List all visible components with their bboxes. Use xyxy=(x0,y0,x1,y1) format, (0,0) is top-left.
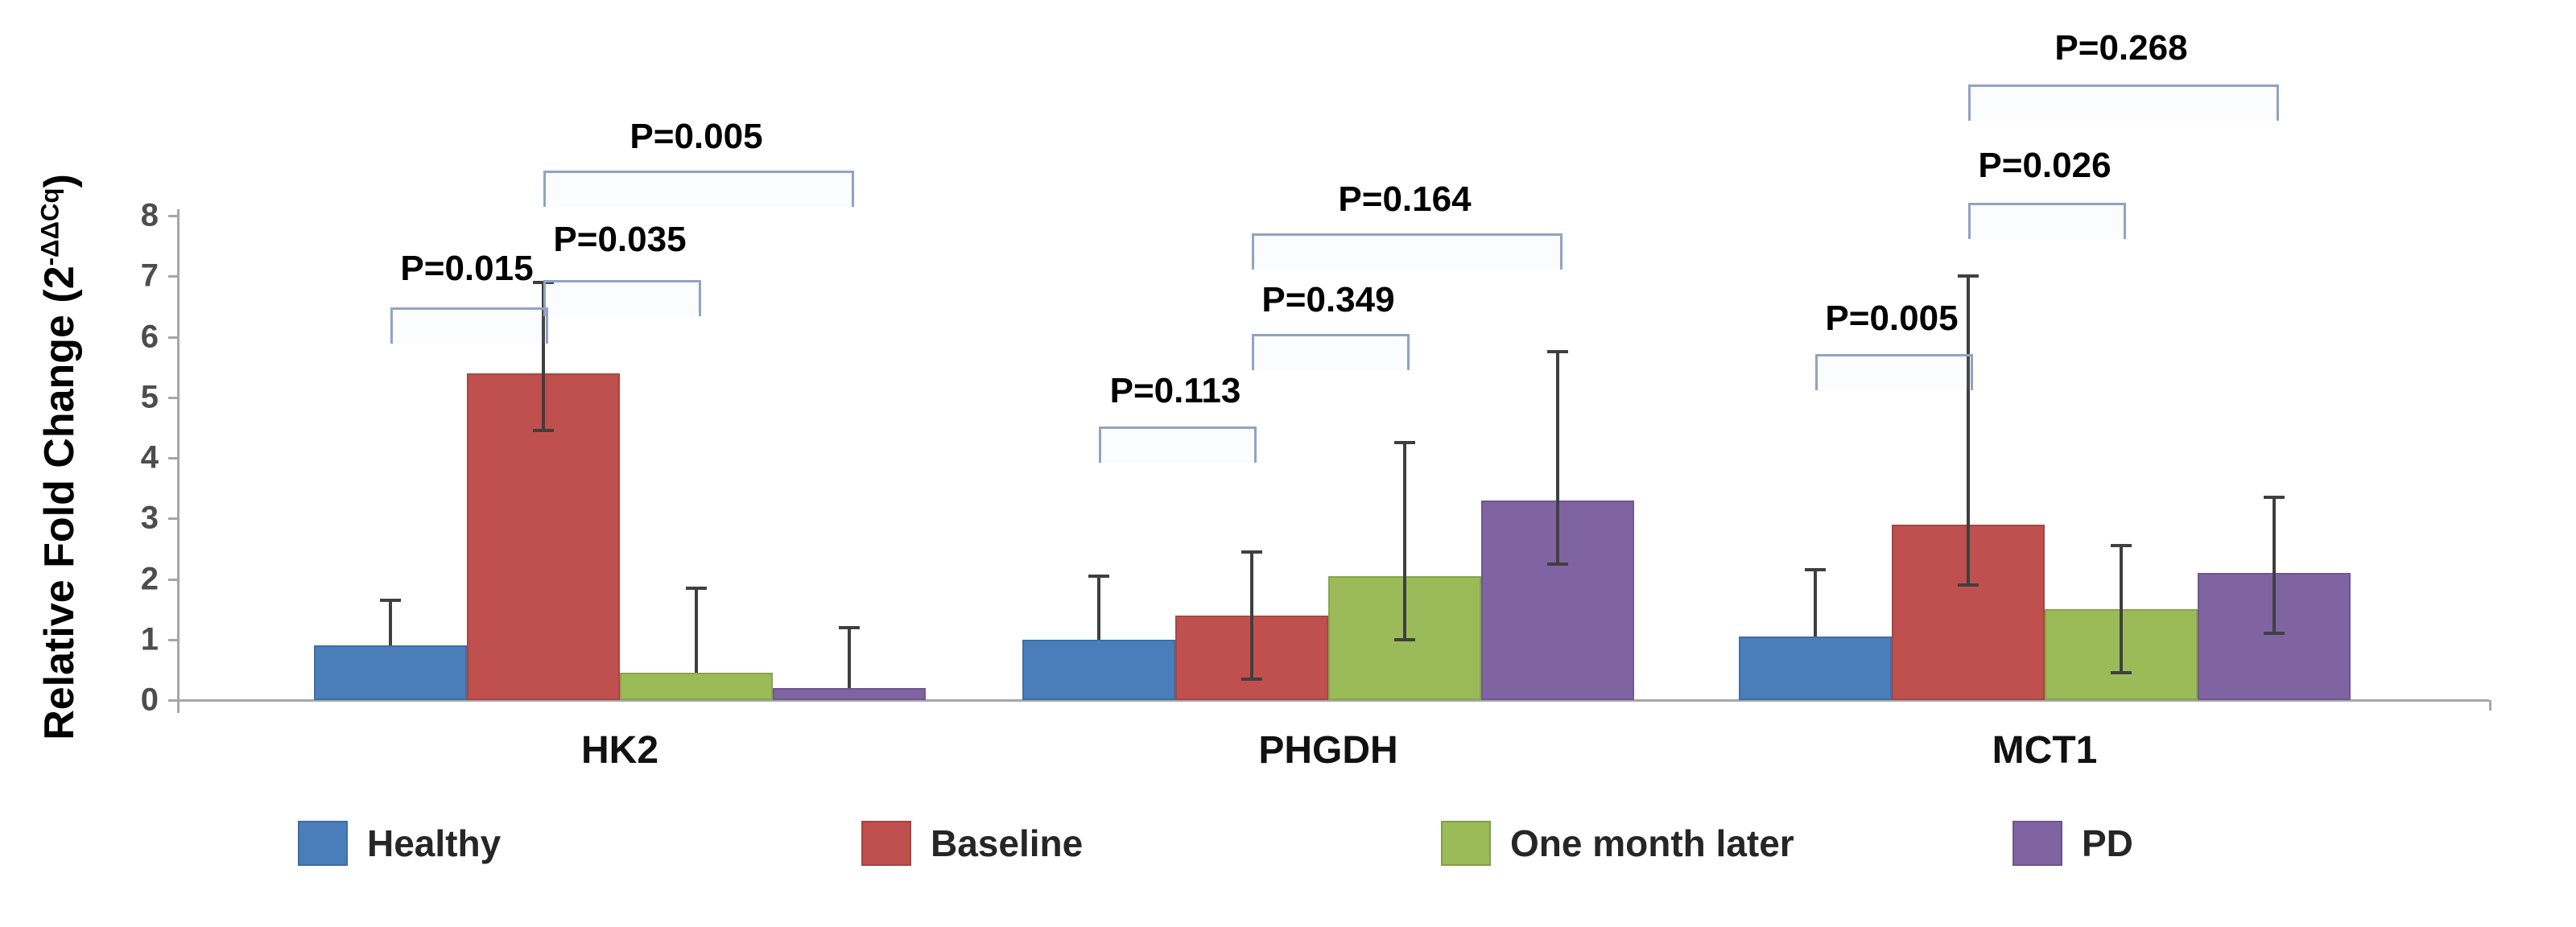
error-bar-mct1-healthy xyxy=(1814,570,1817,637)
significance-bracket-phgdh-p-0-349 xyxy=(1252,334,1410,370)
error-bar-cap-top xyxy=(1805,568,1826,571)
error-bar-phgdh-baseline xyxy=(1250,552,1253,679)
category-label-mct1: MCT1 xyxy=(1992,729,2098,772)
error-bar-phgdh-pd xyxy=(1556,352,1559,564)
error-bar-cap-top xyxy=(1394,441,1415,444)
p-value-label: P=0.005 xyxy=(1825,299,1959,338)
bar-hk2-healthy xyxy=(314,645,467,700)
significance-bracket-mct1-p-0-268 xyxy=(1968,84,2279,121)
p-value-label: P=0.026 xyxy=(1978,146,2112,185)
p-value-label: P=0.164 xyxy=(1338,179,1472,219)
significance-bracket-phgdh-p-0-164 xyxy=(1252,233,1563,270)
error-bar-cap-bottom xyxy=(1394,638,1415,641)
y-axis-tick xyxy=(168,517,179,520)
error-bar-cap-top xyxy=(380,599,401,602)
error-bar-cap-top xyxy=(1088,575,1109,578)
bar-mct1-healthy xyxy=(1739,637,1892,700)
error-bar-cap-bottom xyxy=(2111,671,2132,674)
p-value-label: P=0.349 xyxy=(1261,280,1395,319)
error-bar-cap-bottom xyxy=(1958,583,1979,587)
error-bar-hk2-pd xyxy=(848,628,851,688)
y-axis-tick xyxy=(168,215,179,217)
error-bar-mct1-pd xyxy=(2273,497,2276,633)
error-bar-mct1-baseline xyxy=(1967,276,1970,585)
category-label-phgdh: PHGDH xyxy=(1258,729,1398,772)
y-axis-tick-label: 7 xyxy=(140,258,159,294)
significance-bracket-hk2-p-0-015 xyxy=(390,307,548,344)
significance-bracket-mct1-p-0-026 xyxy=(1968,203,2126,239)
error-bar-cap-bottom xyxy=(2264,632,2285,635)
y-axis-tick xyxy=(168,579,179,581)
legend-label: One month later xyxy=(1510,822,1794,864)
significance-bracket-phgdh-p-0-113 xyxy=(1099,426,1257,463)
p-value-label: P=0.268 xyxy=(2054,28,2188,68)
error-bar-phgdh-one-month-later xyxy=(1403,443,1406,640)
y-axis-tick-label: 2 xyxy=(140,561,159,597)
legend-swatch-baseline xyxy=(861,821,911,866)
legend-swatch-one-month-later xyxy=(1441,821,1491,866)
y-axis-tick-label: 5 xyxy=(140,379,159,415)
y-axis-tick-label: 8 xyxy=(140,197,159,233)
error-bar-hk2-one-month-later xyxy=(695,588,698,673)
y-axis-tick-label: 4 xyxy=(140,439,159,476)
error-bar-cap-top xyxy=(1958,274,1979,278)
y-axis-tick xyxy=(168,699,179,702)
y-axis-tick-label: 1 xyxy=(140,621,159,657)
x-axis-line xyxy=(177,699,2489,702)
p-value-label: P=0.035 xyxy=(553,220,687,259)
y-axis-tick-label: 3 xyxy=(140,500,159,536)
y-axis-title-superscript: -ΔΔCq xyxy=(35,187,64,266)
error-bar-cap-bottom xyxy=(1241,678,1262,681)
significance-bracket-hk2-p-0-005 xyxy=(543,171,854,207)
error-bar-cap-bottom xyxy=(1547,562,1568,566)
significance-bracket-mct1-p-0-005 xyxy=(1815,354,1973,390)
significance-bracket-hk2-p-0-035 xyxy=(543,280,701,316)
y-axis-title-text: Relative Fold Change (2 xyxy=(36,266,83,740)
category-label-hk2: HK2 xyxy=(580,729,659,772)
y-axis-tick xyxy=(168,457,179,459)
error-bar-cap-top xyxy=(839,626,860,629)
legend-label: Baseline xyxy=(931,822,1084,864)
y-axis-tick-label: 6 xyxy=(140,319,159,355)
bar-hk2-one-month-later xyxy=(620,673,773,700)
y-axis-tick-label: 0 xyxy=(140,682,159,718)
legend-label: PD xyxy=(2082,822,2133,864)
p-value-label: P=0.005 xyxy=(630,117,763,156)
y-axis-line xyxy=(177,209,180,713)
error-bar-cap-top xyxy=(686,587,707,590)
legend-swatch-pd xyxy=(2013,821,2062,866)
p-value-label: P=0.015 xyxy=(400,249,534,288)
y-axis-tick xyxy=(168,336,179,339)
x-axis-end-tick xyxy=(2489,700,2491,711)
legend-label: Healthy xyxy=(367,822,502,864)
error-bar-cap-top xyxy=(2264,496,2285,499)
error-bar-cap-top xyxy=(1547,350,1568,353)
error-bar-cap-bottom xyxy=(533,429,554,432)
error-bar-cap-top xyxy=(1241,550,1262,554)
y-axis-title-close: ) xyxy=(36,174,83,188)
y-axis-tick xyxy=(168,397,179,399)
error-bar-mct1-one-month-later xyxy=(2120,546,2123,673)
error-bar-hk2-baseline xyxy=(542,282,545,431)
bar-phgdh-healthy xyxy=(1022,640,1175,700)
y-axis-tick xyxy=(168,275,179,278)
y-axis-title: Relative Fold Change (2-ΔΔCq) xyxy=(35,95,93,819)
error-bar-phgdh-healthy xyxy=(1097,576,1100,640)
legend-swatch-healthy xyxy=(298,821,348,866)
bar-hk2-pd xyxy=(773,688,926,700)
y-axis-tick xyxy=(168,639,179,641)
error-bar-cap-top xyxy=(2111,544,2132,547)
error-bar-hk2-healthy xyxy=(389,600,392,645)
p-value-label: P=0.113 xyxy=(1109,371,1241,410)
